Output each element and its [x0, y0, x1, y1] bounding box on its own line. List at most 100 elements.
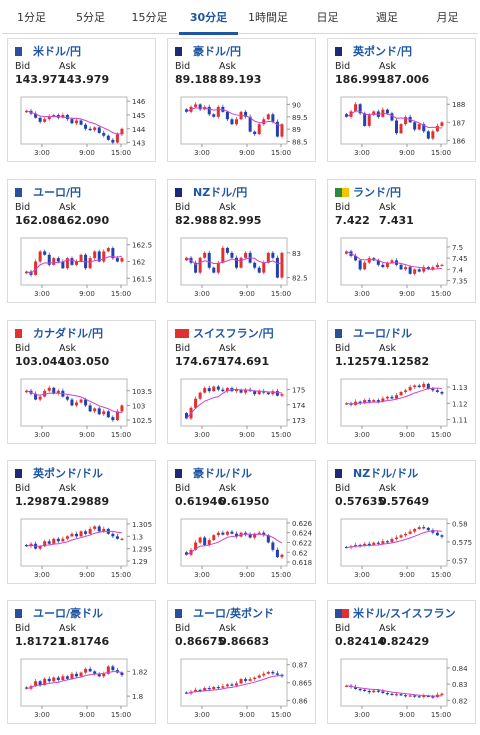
- price-chart[interactable]: 188 187 186 3:00 9:00 15:00: [334, 93, 472, 159]
- card-header[interactable]: 豪ドル/円: [175, 44, 241, 58]
- price-chart[interactable]: 0.84 0.83 0.82 3:00 9:00 15:00: [334, 655, 472, 721]
- pair-name[interactable]: ユーロ/英ポンド: [193, 607, 275, 620]
- card-header[interactable]: ユーロ/ドル: [335, 326, 412, 340]
- card-header[interactable]: スイスフラン/円: [175, 326, 274, 340]
- card-header[interactable]: ランド/円: [335, 185, 401, 199]
- price-chart[interactable]: 146 145 144 143 3:00 9:00 15:00: [14, 93, 152, 159]
- card-header[interactable]: 米ドル/円: [15, 44, 81, 58]
- card-header[interactable]: ユーロ/円: [15, 185, 81, 199]
- price-chart[interactable]: 1.13 1.12 1.11 3:00 9:00 15:00: [334, 375, 472, 441]
- pair-name[interactable]: 豪ドル/ドル: [193, 467, 253, 480]
- currency-card[interactable]: カナダドル/円 Bid Ask 103.044 103.050 103.5 103 102.5…: [7, 320, 156, 444]
- pair-name[interactable]: NZドル/円: [193, 186, 248, 199]
- currency-card[interactable]: 米ドル/スイスフラン Bid Ask 0.82414 0.82429 0.84 0.83 0.…: [327, 600, 476, 724]
- candle-body: [25, 271, 28, 274]
- currency-card[interactable]: NZドル/ドル Bid Ask 0.57635 0.57649 0.58 0.575 0.57…: [327, 460, 476, 584]
- card-header[interactable]: NZドル/円: [175, 185, 247, 199]
- currency-card[interactable]: NZドル/円 Bid Ask 82.988 82.995 83 82.5 3:00 9:00 15…: [167, 179, 316, 303]
- pair-name[interactable]: スイスフラン/円: [193, 327, 274, 340]
- candle-body: [185, 413, 188, 419]
- card-header[interactable]: 豪ドル/ドル: [175, 466, 252, 480]
- currency-card[interactable]: 英ポンド/ドル Bid Ask 1.29879 1.29889 1.305 1.3 1.295…: [7, 460, 156, 584]
- pair-name[interactable]: 英ポンド/ドル: [33, 467, 104, 480]
- currency-card[interactable]: ユーロ/英ポンド Bid Ask 0.86675 0.86683 0.87 0.865 0.8…: [167, 600, 316, 724]
- y-tick-label: 0.83: [452, 681, 468, 689]
- y-tick-label: 175: [292, 387, 305, 395]
- pair-name[interactable]: ユーロ/豪ドル: [33, 607, 104, 620]
- currency-card[interactable]: 豪ドル/ドル Bid Ask 0.61946 0.61950 0.626 0.624 0.62…: [167, 460, 316, 584]
- price-chart[interactable]: 162.5 162 161.5 3:00 9:00 15:00: [14, 234, 152, 300]
- pair-name[interactable]: ユーロ/円: [33, 186, 82, 199]
- currency-card[interactable]: ユーロ/豪ドル Bid Ask 1.81721 1.81746 1.82 1.8 3:00 9:…: [7, 600, 156, 724]
- currency-card[interactable]: ユーロ/円 Bid Ask 162.086 162.090 162.5 162 161.5 3:…: [7, 179, 156, 303]
- bid-value: 1.12579: [335, 355, 386, 368]
- tab-weekly[interactable]: 週足: [376, 11, 398, 24]
- price-chart[interactable]: 1.305 1.3 1.295 1.29 3:00 9:00 15:00: [14, 515, 152, 581]
- tab-daily[interactable]: 日足: [316, 11, 339, 24]
- tab-1min[interactable]: 1分足: [17, 11, 46, 24]
- currency-card[interactable]: ランド/円 Bid Ask 7.422 7.431 7.5 7.45 7.4 7.35 3:00 9…: [327, 179, 476, 303]
- candle-body: [404, 533, 408, 536]
- pair-name[interactable]: カナダドル/円: [33, 327, 104, 340]
- candle-body: [97, 127, 101, 133]
- card-header[interactable]: NZドル/ドル: [335, 466, 418, 480]
- flag-icon: [15, 46, 29, 56]
- price-chart[interactable]: 1.82 1.8 3:00 9:00 15:00: [14, 655, 152, 721]
- price-chart[interactable]: 0.58 0.575 0.57 3:00 9:00 15:00: [334, 515, 472, 581]
- candle-body: [111, 248, 115, 259]
- candle-body: [385, 693, 389, 695]
- pair-name[interactable]: ランド/円: [353, 186, 402, 199]
- x-tick-label: 3:00: [194, 149, 210, 157]
- currency-card[interactable]: 英ポンド/円 Bid Ask 186.999 187.006 188 187 186 3:00 9…: [327, 38, 476, 162]
- pair-name[interactable]: 米ドル/スイスフラン: [353, 607, 456, 620]
- card-header[interactable]: 米ドル/スイスフラン: [335, 606, 456, 620]
- candle-body: [203, 537, 207, 545]
- currency-card[interactable]: スイスフラン/円 Bid Ask 174.675 174.691 175 174 173 3:0…: [167, 320, 316, 444]
- pair-name[interactable]: ユーロ/ドル: [353, 327, 413, 340]
- pair-name[interactable]: 豪ドル/円: [193, 45, 242, 58]
- tab-30min[interactable]: 30分足: [179, 0, 238, 35]
- candle-body: [111, 139, 115, 143]
- candle-body: [417, 124, 421, 130]
- y-tick-label: 187: [452, 119, 465, 127]
- tab-15min[interactable]: 15分足: [131, 11, 168, 24]
- pair-name[interactable]: NZドル/ドル: [353, 467, 419, 480]
- y-tick-label: 1.13: [452, 384, 468, 392]
- currency-card[interactable]: 米ドル/円 Bid Ask 143.977 143.979 146 145 144 143 3:0…: [7, 38, 156, 162]
- price-chart[interactable]: 7.5 7.45 7.4 7.35 3:00 9:00 15:00: [334, 234, 472, 300]
- price-chart[interactable]: 83 82.5 3:00 9:00 15:00: [174, 234, 312, 300]
- candle-body: [404, 390, 408, 392]
- y-tick-label: 0.618: [292, 559, 312, 567]
- price-chart[interactable]: 0.87 0.865 0.86 3:00 9:00 15:00: [174, 655, 312, 721]
- price-chart[interactable]: 90 89.5 89 88.5 3:00 9:00 15:00: [174, 93, 312, 159]
- y-tick-label: 0.58: [452, 520, 468, 528]
- card-header[interactable]: ユーロ/豪ドル: [15, 606, 103, 620]
- y-tick-label: 7.45: [452, 255, 468, 263]
- tab-1hour[interactable]: 1時間足: [248, 11, 288, 24]
- candle-body: [262, 532, 266, 536]
- pair-name[interactable]: 英ポンド/円: [353, 45, 413, 58]
- candle-body: [198, 104, 202, 110]
- candle-body: [93, 127, 97, 131]
- tab-monthly[interactable]: 月足: [436, 11, 459, 24]
- candle-body: [221, 247, 225, 263]
- card-header[interactable]: カナダドル/円: [15, 326, 103, 340]
- candle-body: [65, 676, 69, 679]
- y-tick-label: 0.86: [292, 698, 308, 706]
- price-chart[interactable]: 175 174 173 3:00 9:00 15:00: [174, 375, 312, 441]
- bid-value: 1.81721: [15, 635, 66, 648]
- candle-body: [275, 257, 279, 278]
- card-header[interactable]: 英ポンド/ドル: [15, 466, 103, 480]
- candle-body: [253, 131, 257, 135]
- card-header[interactable]: ユーロ/英ポンド: [175, 606, 274, 620]
- candle-body: [244, 679, 248, 681]
- currency-card[interactable]: ユーロ/ドル Bid Ask 1.12579 1.12582 1.13 1.12 1.11 3:…: [327, 320, 476, 444]
- currency-card[interactable]: 豪ドル/円 Bid Ask 89.188 89.193 90 89.5 89 88.5 3:00 9…: [167, 38, 316, 162]
- card-header[interactable]: 英ポンド/円: [335, 44, 412, 58]
- candle-body: [225, 531, 229, 535]
- candle-body: [221, 389, 225, 392]
- pair-name[interactable]: 米ドル/円: [33, 45, 82, 58]
- tab-5min[interactable]: 5分足: [76, 11, 105, 24]
- price-chart[interactable]: 103.5 103 102.5 3:00 9:00 15:00: [14, 375, 152, 441]
